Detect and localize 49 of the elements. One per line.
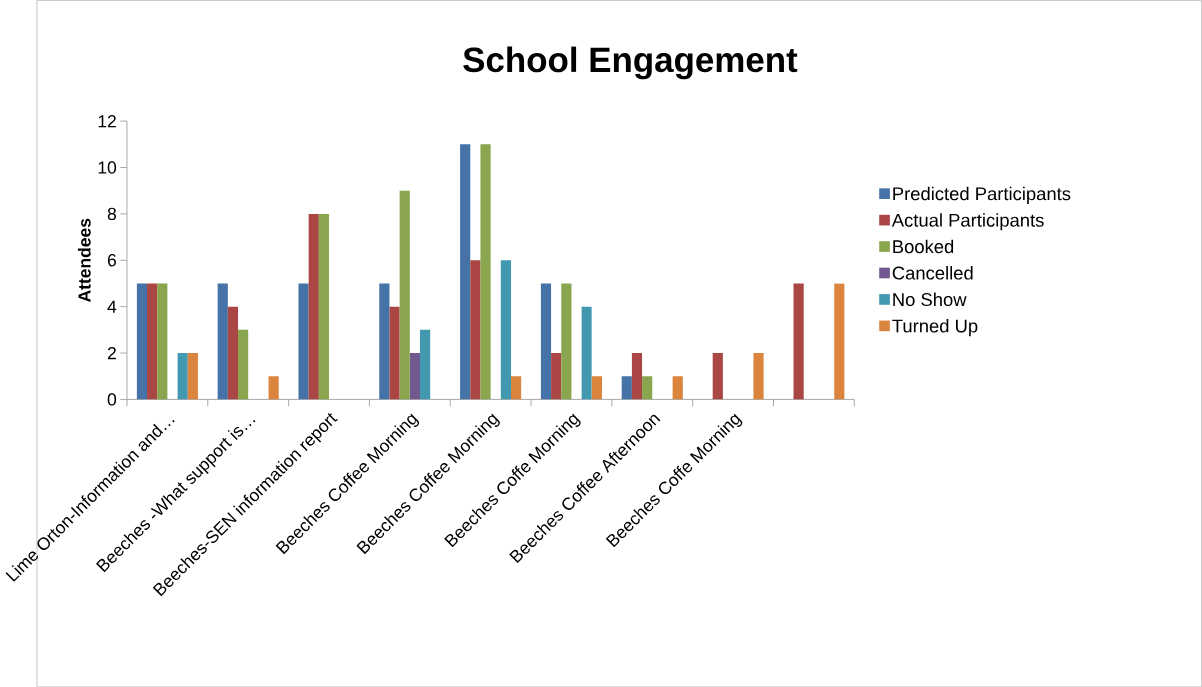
bar bbox=[136, 283, 148, 400]
bar bbox=[308, 213, 319, 400]
bar bbox=[157, 283, 168, 400]
bar bbox=[500, 260, 511, 400]
y-tick-label: 8 bbox=[107, 207, 117, 220]
bar bbox=[793, 283, 804, 400]
bar bbox=[217, 283, 228, 400]
bar bbox=[561, 283, 572, 400]
y-tick-label: 6 bbox=[107, 253, 116, 267]
chart-title: School Engagement bbox=[463, 46, 798, 80]
bar bbox=[511, 376, 522, 400]
bar bbox=[298, 283, 309, 400]
y-axis-title: Attendees bbox=[77, 218, 91, 302]
bar bbox=[318, 213, 330, 400]
bar bbox=[147, 283, 158, 400]
bar bbox=[621, 376, 632, 400]
legend-label: Cancelled bbox=[892, 265, 973, 280]
bar bbox=[540, 283, 552, 400]
bar bbox=[187, 352, 198, 400]
bar bbox=[753, 352, 764, 400]
bar bbox=[712, 352, 723, 400]
bar bbox=[551, 352, 562, 400]
bar bbox=[238, 329, 249, 400]
bar bbox=[642, 376, 653, 400]
y-tick-label: 10 bbox=[98, 161, 117, 174]
legend-label: Turned Up bbox=[892, 318, 978, 336]
legend-label: Actual Participants bbox=[891, 213, 1044, 231]
bar bbox=[409, 352, 420, 400]
bar bbox=[227, 306, 239, 400]
y-tick-label: 2 bbox=[107, 346, 116, 359]
y-tick-label: 0 bbox=[107, 393, 117, 406]
y-tick-label: 12 bbox=[98, 114, 116, 128]
y-tick-label: 4 bbox=[107, 300, 117, 313]
bar bbox=[834, 283, 845, 400]
bar bbox=[460, 144, 471, 400]
bar bbox=[470, 260, 481, 400]
bar bbox=[268, 376, 279, 400]
legend-label: Booked bbox=[893, 239, 954, 254]
bar bbox=[379, 283, 390, 400]
legend-label: No Show bbox=[893, 292, 967, 306]
bar bbox=[420, 329, 431, 400]
bar bbox=[177, 352, 188, 400]
legend-label: Predicted Participants bbox=[893, 186, 1071, 204]
bar bbox=[399, 190, 410, 400]
bar bbox=[672, 376, 683, 400]
bar bbox=[480, 144, 491, 400]
bar bbox=[389, 306, 400, 400]
bar bbox=[591, 376, 602, 400]
bar bbox=[631, 352, 643, 400]
